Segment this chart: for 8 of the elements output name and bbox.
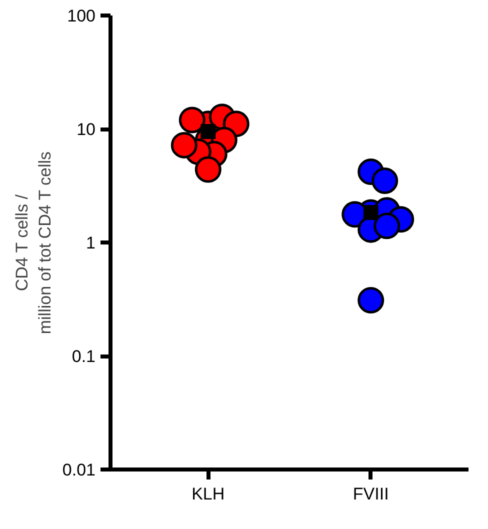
x-tick-label: FVIII — [352, 484, 389, 504]
y-tick-label: 0.1 — [72, 347, 96, 366]
x-tick-label: KLH — [192, 484, 225, 504]
y-axis-title: CD4 T cells / million of tot CD4 T cells — [12, 151, 54, 334]
y-tick-label: 100 — [67, 6, 96, 26]
y-tick-label: 10 — [76, 120, 96, 139]
y-tick-label: 1 — [86, 234, 96, 252]
y-tick-label: 0.01 — [62, 460, 96, 480]
